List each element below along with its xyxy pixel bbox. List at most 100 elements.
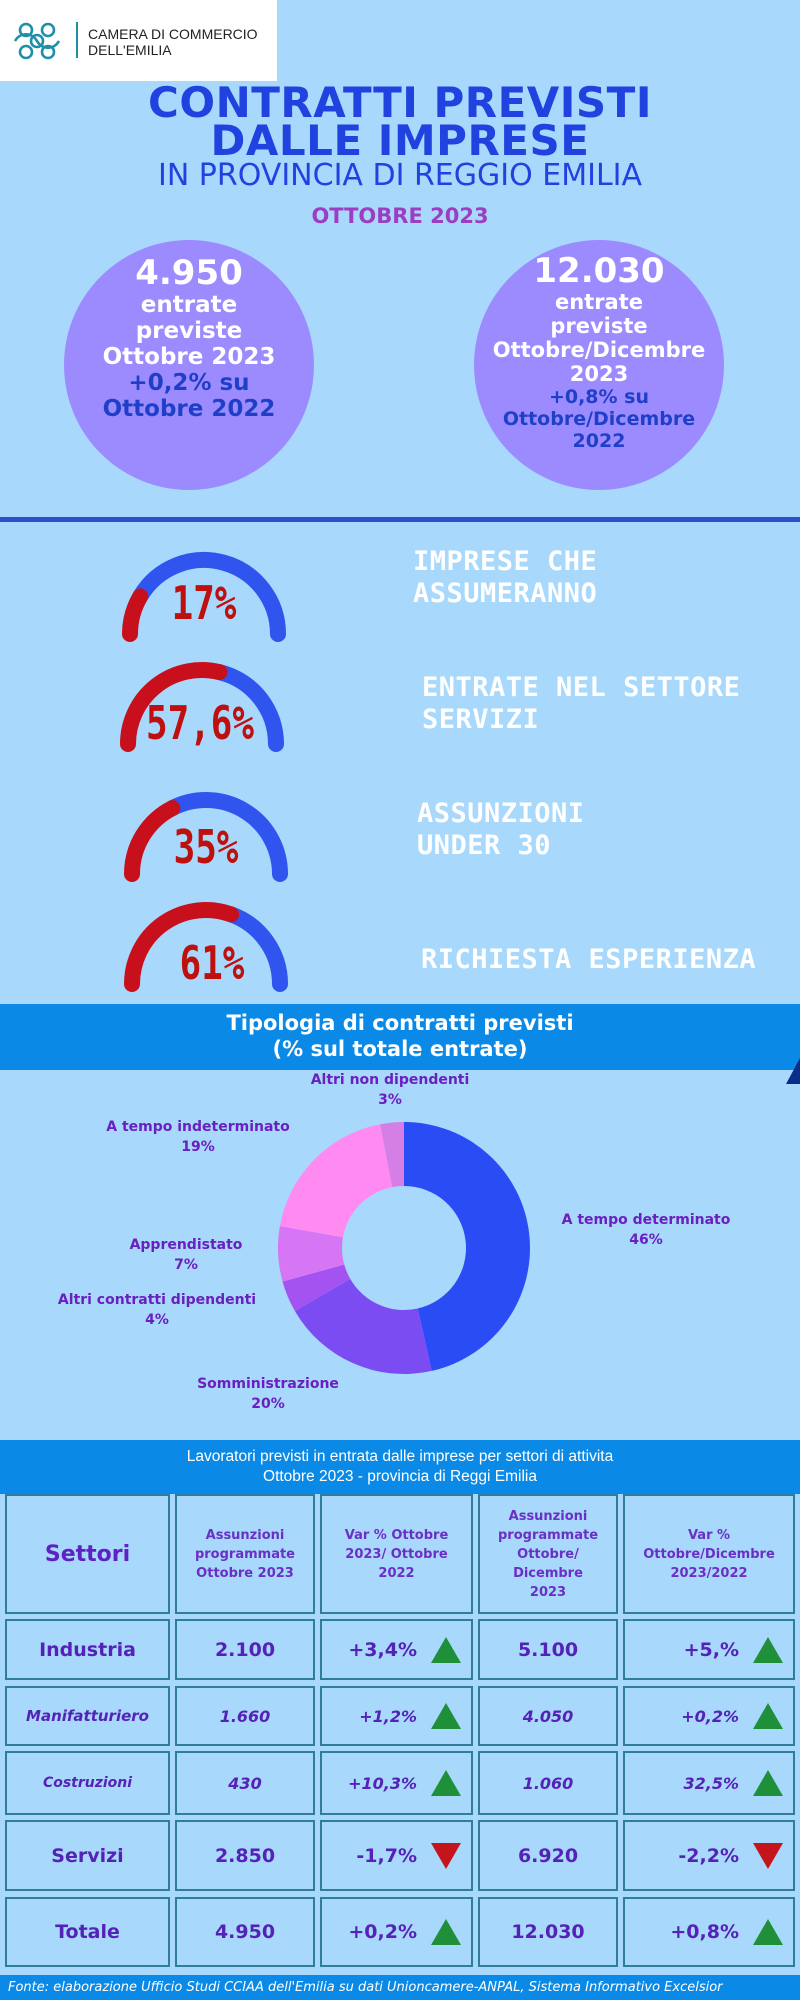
gauge-1 — [122, 552, 286, 642]
logo-separator — [76, 22, 78, 58]
logo-box: CAMERA DI COMMERCIO DELL'EMILIA — [0, 0, 277, 81]
gauge-filled-arc — [120, 662, 228, 752]
table-cell-assunzioni-ottobre: 2.100 — [175, 1619, 315, 1680]
table-cell-assunzioni-trimestre: 4.050 — [478, 1686, 618, 1746]
arrow-up-icon — [753, 1770, 783, 1796]
arrow-up-icon — [753, 1703, 783, 1729]
gauge-label-line: ASSUNZIONI — [417, 798, 585, 829]
var-value: +0,2% — [348, 1921, 417, 1943]
stat-circle-quarter: 12.030 entrate previste Ottobre/Dicembre… — [474, 240, 724, 490]
stat-line: 2023 — [569, 362, 629, 386]
pie-label-name: Somministrazione — [197, 1376, 339, 1392]
gauge-label-line: IMPRESE CHE — [413, 546, 598, 577]
table-cell-sector: Totale — [5, 1897, 170, 1967]
stat-line: entrate — [140, 292, 238, 318]
gauge-label-line: RICHIESTA ESPERIENZA — [421, 944, 757, 975]
header-var-ottobre: Var % Ottobre 2023/ Ottobre 2022 — [320, 1494, 473, 1614]
contracts-banner: Tipologia di contratti previsti (% sul t… — [0, 1004, 800, 1070]
gauge-2-label: ENTRATE NEL SETTORE SERVIZI — [422, 672, 740, 736]
gauge-2-value: 57,6% — [145, 696, 255, 750]
table-cell-assunzioni-trimestre: 6.920 — [478, 1820, 618, 1891]
page-subtitle: IN PROVINCIA DI REGGIO EMILIA — [157, 158, 643, 193]
stat-line: previste — [550, 314, 648, 338]
var-value: +10,3% — [348, 1773, 417, 1793]
table-cell-assunzioni-trimestre: 12.030 — [478, 1897, 618, 1967]
gauge-label-line: UNDER 30 — [417, 830, 552, 861]
var-value: +0,8% — [670, 1921, 739, 1943]
table-title: Lavoratori previsti in entrata dalle imp… — [0, 1440, 800, 1494]
stat-compare: Ottobre/Dicembre — [502, 408, 696, 430]
table-cell-var-ottobre: +10,3% — [320, 1751, 473, 1815]
gauge-1-value: 17% — [171, 576, 237, 630]
var-value: +5,% — [683, 1638, 739, 1661]
pie-label-name: Apprendistato — [129, 1237, 243, 1253]
table-cell-sector: Servizi — [5, 1820, 170, 1891]
header-assunzioni-trimestre: Assunzioni programmate Ottobre/ Dicembre… — [478, 1494, 618, 1614]
var-value: -1,7% — [356, 1844, 417, 1867]
gauge-4-label: RICHIESTA ESPERIENZA — [421, 944, 756, 976]
pie-label-determinato: A tempo determinato 46% — [556, 1210, 736, 1250]
gauge-empty-arc — [223, 906, 288, 992]
pie-label-value: 20% — [251, 1396, 285, 1412]
pie-label-value: 3% — [378, 1092, 402, 1108]
donut-slice-altri-contratti-dipendenti — [282, 1264, 351, 1311]
pie-label-somministrazione: Somministrazione 20% — [178, 1374, 358, 1414]
banner-corner-decoration — [786, 1058, 800, 1084]
table-cell-var-ottobre: +1,2% — [320, 1686, 473, 1746]
table-cell-var-ottobre: -1,7% — [320, 1820, 473, 1891]
stat-variation: +0,8% su — [548, 386, 650, 408]
var-value: 32,5% — [683, 1773, 739, 1793]
table-cell-var-ottobre: +3,4% — [320, 1619, 473, 1680]
gauge-3 — [124, 792, 288, 882]
logo-text: CAMERA DI COMMERCIO DELL'EMILIA — [88, 26, 258, 58]
donut-slice-a-tempo-determinato — [404, 1122, 531, 1371]
pie-label-value: 7% — [174, 1257, 198, 1273]
gauge-filled-arc — [122, 588, 149, 642]
donut-slice-apprendistato — [278, 1226, 345, 1282]
pie-label-apprendistato: Apprendistato 7% — [116, 1235, 256, 1275]
table-cell-var-trimestre: +5,% — [623, 1619, 795, 1680]
gauge-empty-arc — [164, 792, 288, 882]
pie-label-value: 46% — [629, 1232, 663, 1248]
header-settori: Settori — [5, 1494, 170, 1614]
knot-logo-icon — [13, 22, 61, 60]
arrow-down-icon — [431, 1842, 461, 1869]
contracts-donut-chart — [278, 1122, 531, 1374]
pie-label-name: Altri contratti dipendenti — [57, 1292, 257, 1308]
arrow-up-icon — [431, 1703, 461, 1729]
contracts-title: Tipologia di contratti previsti — [226, 1011, 574, 1035]
stat-line: previste — [135, 318, 243, 344]
arrow-up-icon — [431, 1636, 461, 1663]
pie-label-name: A tempo determinato — [561, 1212, 731, 1228]
gauge-label-line: ASSUMERANNO — [413, 578, 598, 609]
arrow-up-icon — [431, 1919, 461, 1945]
pie-label-value: 19% — [181, 1139, 215, 1155]
table-cell-assunzioni-ottobre: 4.950 — [175, 1897, 315, 1967]
table-cell-sector: Costruzioni — [5, 1751, 170, 1815]
table-cell-sector: Manifatturiero — [5, 1686, 170, 1746]
gauge-2 — [120, 662, 284, 752]
stat-compare: Ottobre 2022 — [102, 396, 276, 422]
gauge-empty-arc — [211, 664, 284, 752]
var-value: -2,2% — [678, 1844, 739, 1867]
donut-slice-a-tempo-indeterminato — [279, 1124, 393, 1238]
logo-line-1: CAMERA DI COMMERCIO — [88, 26, 258, 42]
gauge-label-line: SERVIZI — [422, 704, 540, 735]
stat-line: Ottobre/Dicembre — [492, 338, 706, 362]
stat-value: 4.950 — [135, 253, 243, 293]
stat-compare-year: 2022 — [572, 430, 626, 452]
table-cell-var-trimestre: 32,5% — [623, 1751, 795, 1815]
table-cell-assunzioni-ottobre: 1.660 — [175, 1686, 315, 1746]
stat-variation: +0,2% su — [128, 370, 250, 396]
arrow-up-icon — [431, 1770, 461, 1796]
table-cell-assunzioni-trimestre: 5.100 — [478, 1619, 618, 1680]
donut-slice-somministrazione — [294, 1279, 432, 1374]
var-value: +3,4% — [348, 1638, 417, 1661]
pie-label-value: 4% — [145, 1312, 169, 1328]
page-title-line-2: DALLE IMPRESE — [210, 116, 590, 165]
gauge-1-label: IMPRESE CHE ASSUMERANNO — [413, 546, 597, 610]
table-cell-assunzioni-trimestre: 1.060 — [478, 1751, 618, 1815]
logo-line-2: DELL'EMILIA — [88, 42, 172, 58]
stat-circle-october: 4.950 entrate previste Ottobre 2023 +0,2… — [64, 240, 314, 490]
arrow-down-icon — [753, 1842, 783, 1869]
